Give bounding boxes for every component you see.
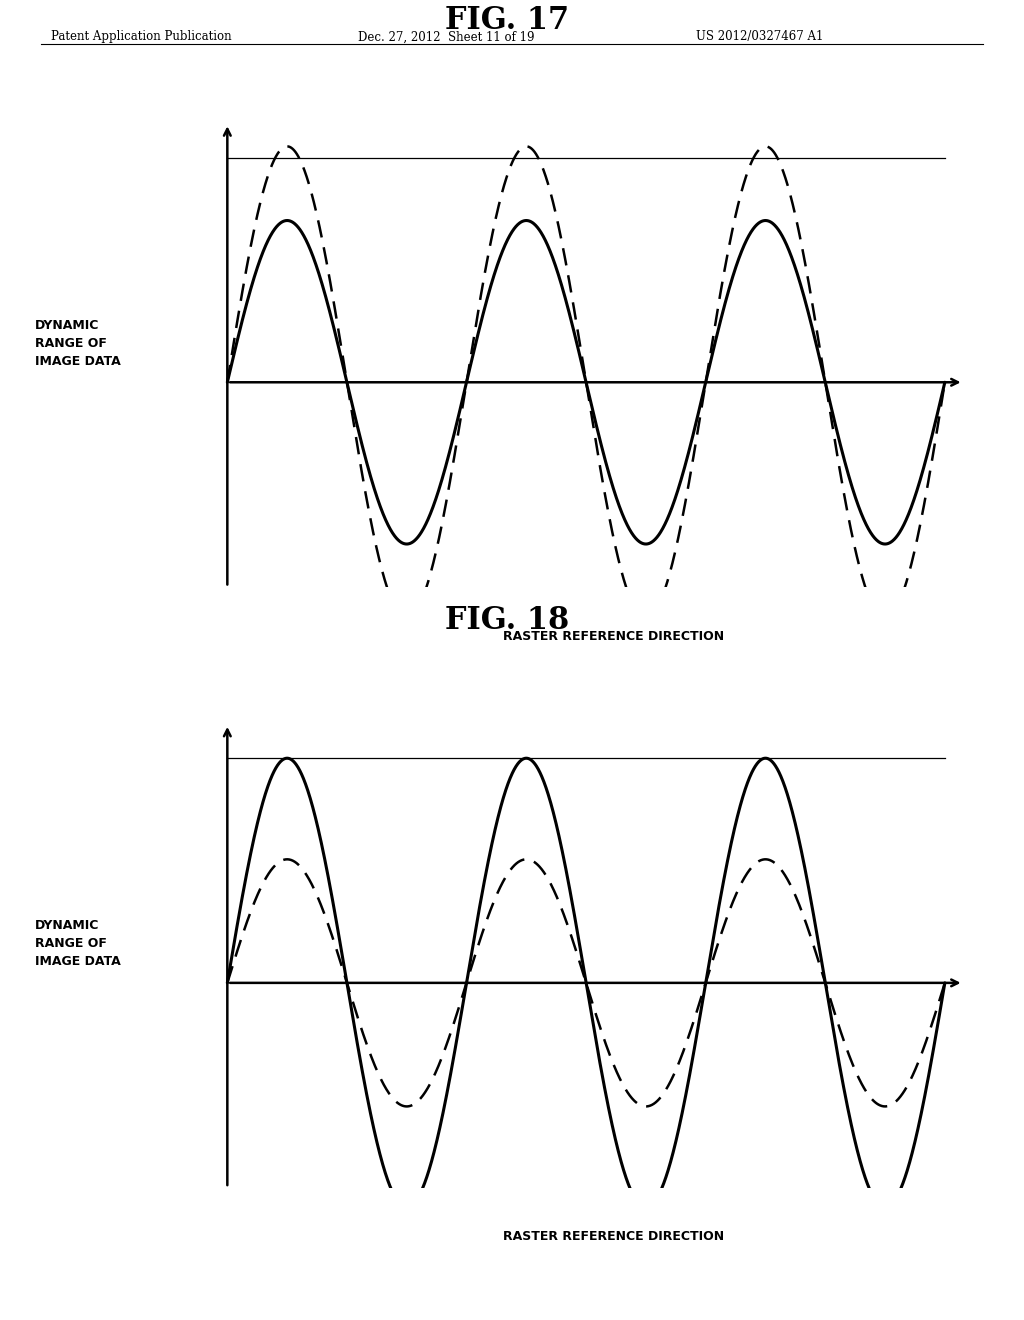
Text: FIG. 17: FIG. 17 (444, 4, 569, 36)
Text: Dec. 27, 2012  Sheet 11 of 19: Dec. 27, 2012 Sheet 11 of 19 (358, 30, 535, 44)
Text: RASTER REFERENCE DIRECTION: RASTER REFERENCE DIRECTION (504, 630, 725, 643)
Text: DYNAMIC
RANGE OF
IMAGE DATA: DYNAMIC RANGE OF IMAGE DATA (36, 318, 121, 368)
Text: US 2012/0327467 A1: US 2012/0327467 A1 (696, 30, 823, 44)
Text: Patent Application Publication: Patent Application Publication (51, 30, 231, 44)
Text: FIG. 18: FIG. 18 (444, 605, 569, 636)
Text: DYNAMIC
RANGE OF
IMAGE DATA: DYNAMIC RANGE OF IMAGE DATA (36, 919, 121, 969)
Text: RASTER REFERENCE DIRECTION: RASTER REFERENCE DIRECTION (504, 1230, 725, 1243)
